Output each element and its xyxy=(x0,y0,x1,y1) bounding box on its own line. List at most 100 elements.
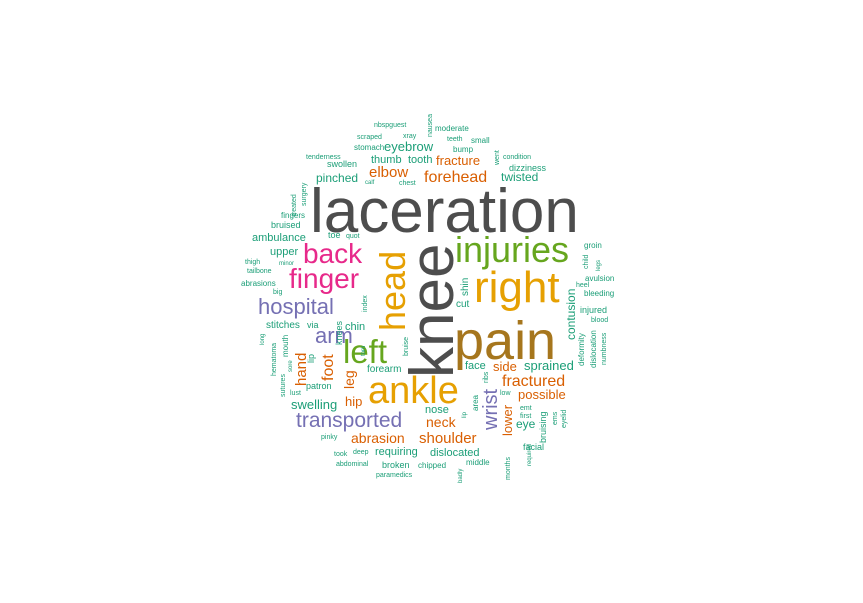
word-contusion: contusion xyxy=(564,289,578,340)
word-fingers: fingers xyxy=(281,211,305,220)
word-blood: blood xyxy=(591,317,608,324)
word-ems: ems xyxy=(552,411,559,425)
word-sore: sore xyxy=(288,360,294,372)
word-transported: transported xyxy=(296,409,402,432)
word-xray: xray xyxy=(403,133,417,140)
word-mouth: mouth xyxy=(281,335,290,357)
word-injured: injured xyxy=(580,305,607,315)
word-emt: emt xyxy=(520,405,532,412)
word-ambulance: ambulance xyxy=(252,232,306,244)
word-nausea: nausea xyxy=(427,114,434,137)
word-eyelid: eyelid xyxy=(561,410,568,428)
word-big: big xyxy=(273,289,282,296)
word-side: side xyxy=(493,359,517,374)
word-knees: knees xyxy=(334,320,344,345)
word-via: via xyxy=(307,320,319,330)
word-paramedics: paramedics xyxy=(376,472,413,479)
word-tooth: tooth xyxy=(408,154,432,166)
word-twisted: twisted xyxy=(501,170,538,184)
word-fracture: fracture xyxy=(436,153,480,168)
word-abdominal: abdominal xyxy=(336,461,369,468)
word-deep: deep xyxy=(353,449,369,456)
word-right: right xyxy=(474,263,560,312)
word-ribs: ribs xyxy=(483,371,490,383)
word-hand: hand xyxy=(293,353,310,386)
word-bruise: bruise xyxy=(403,337,410,356)
word-dislocated: dislocated xyxy=(430,447,480,459)
word-shoulder: shoulder xyxy=(419,430,477,447)
word-required: required xyxy=(527,444,533,466)
word-chipped: chipped xyxy=(418,461,446,470)
word-index: index xyxy=(362,295,369,312)
word-swelling: swelling xyxy=(291,397,337,412)
word-bruised: bruised xyxy=(271,220,301,230)
word-pinched: pinched xyxy=(316,171,358,185)
word-stomach: stomach xyxy=(354,143,384,152)
word-head: head xyxy=(372,251,413,331)
word-bleeding: bleeding xyxy=(584,289,614,298)
word-broken: broken xyxy=(382,460,410,470)
word-knee: knee xyxy=(398,244,467,378)
word-foot: foot xyxy=(320,354,337,381)
word-fractured: fractured xyxy=(502,373,565,390)
word-sprained: sprained xyxy=(524,358,574,373)
word-bruising: bruising xyxy=(538,411,548,443)
word-thigh: thigh xyxy=(245,259,260,266)
word-hospital: hospital xyxy=(258,294,334,319)
word-back: back xyxy=(303,238,363,269)
word-lip-left: lip xyxy=(306,354,316,363)
word-middle: middle xyxy=(466,458,490,467)
word-condition: condition xyxy=(503,154,531,161)
word-face: face xyxy=(465,360,486,372)
word-tenderness: tenderness xyxy=(306,154,341,161)
word-toe: toe xyxy=(328,230,341,240)
word-months: months xyxy=(505,457,512,480)
word-treated: treated xyxy=(291,194,298,216)
word-leg: leg xyxy=(341,370,357,389)
word-possible: possible xyxy=(518,387,566,402)
word-eyebrow: eyebrow xyxy=(384,139,434,154)
word-chin: chin xyxy=(345,321,365,333)
word-abrasion: abrasion xyxy=(351,430,405,446)
word-sutures: sutures xyxy=(280,374,287,397)
word-bump: bump xyxy=(453,145,474,154)
word-wrist: wrist xyxy=(480,388,502,431)
word-hematoma: hematoma xyxy=(271,343,278,376)
word-badly: badly xyxy=(458,469,464,483)
word-injuries: injuries xyxy=(455,229,569,270)
word-pinky: pinky xyxy=(321,434,338,441)
word-calf: calf xyxy=(365,180,375,186)
word-requiring: requiring xyxy=(375,446,418,458)
word-abrasions: abrasions xyxy=(241,279,276,288)
word-laceration: laceration xyxy=(310,177,579,246)
word-arm: arm xyxy=(315,323,353,348)
word-shin: shin xyxy=(460,278,471,296)
word-upper: upper xyxy=(270,246,298,258)
word-took: took xyxy=(334,451,348,458)
word-torn: torn xyxy=(361,346,367,356)
word-patron: patron xyxy=(306,381,332,391)
word-went: went xyxy=(494,150,501,166)
word-finger: finger xyxy=(289,263,359,294)
word-long: long xyxy=(260,334,266,345)
word-cut: cut xyxy=(456,299,470,310)
word-chest: chest xyxy=(399,180,416,187)
word-thumb: thumb xyxy=(371,154,402,166)
word-deformity: deformity xyxy=(577,333,586,366)
word-small: small xyxy=(471,136,490,145)
word-teeth: teeth xyxy=(447,136,463,143)
word-moderate: moderate xyxy=(435,124,469,133)
word-stitches: stitches xyxy=(266,320,300,331)
word-elbow: elbow xyxy=(369,164,408,181)
word-area: area xyxy=(471,394,480,411)
word-dislocation: dislocation xyxy=(589,330,598,368)
word-quot: quot xyxy=(346,233,360,240)
word-nose: nose xyxy=(425,404,449,416)
word-minor: minor xyxy=(279,261,294,267)
word-forehead: forehead xyxy=(424,169,487,186)
word-avulsion: avulsion xyxy=(585,274,614,283)
word-lip: lip xyxy=(462,411,468,418)
word-swollen: swollen xyxy=(327,159,357,169)
word-scraped: scraped xyxy=(357,134,382,141)
